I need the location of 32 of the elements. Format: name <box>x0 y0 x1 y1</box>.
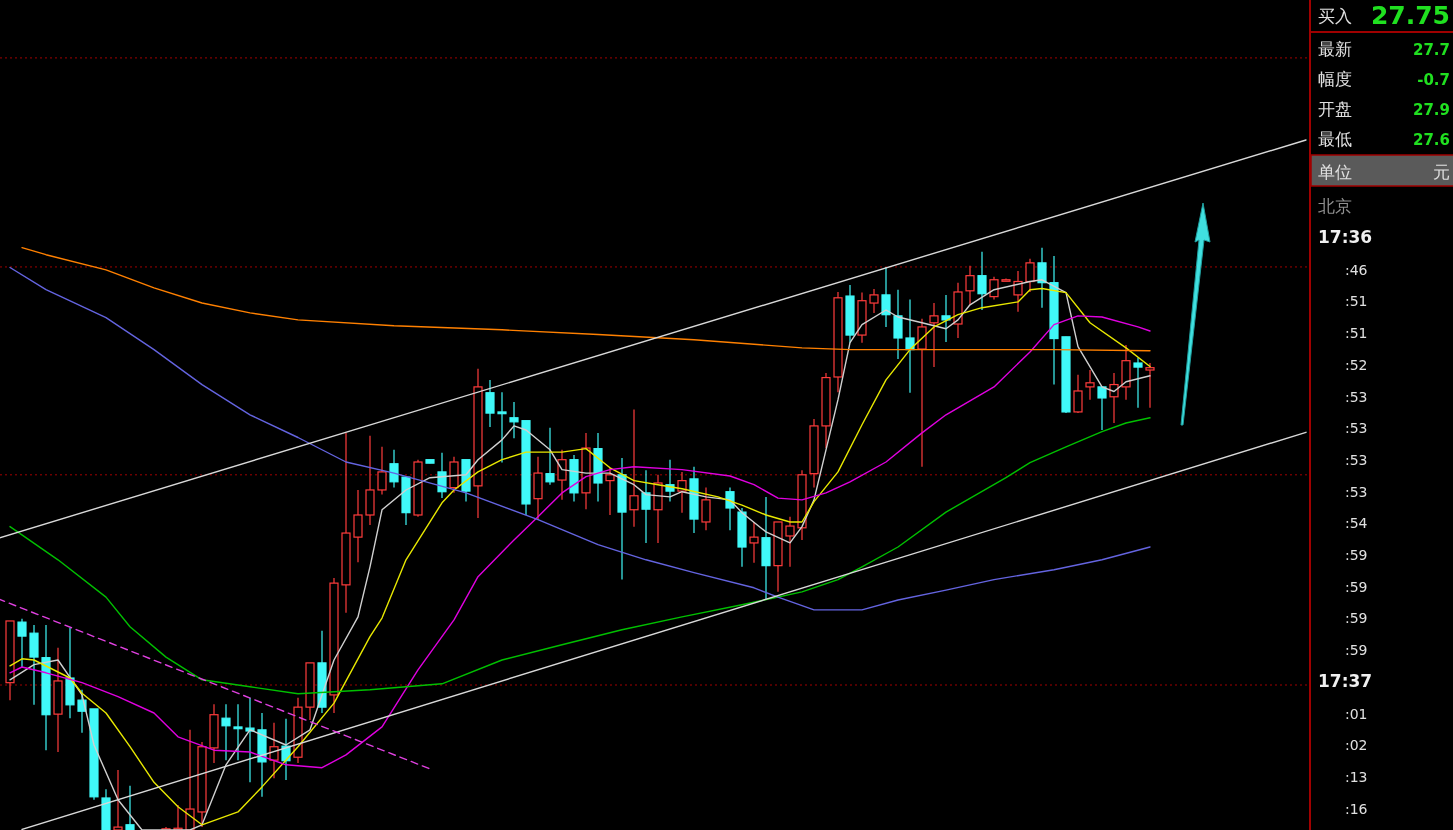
text: :53 <box>1345 483 1368 500</box>
text: 最低 <box>1318 129 1352 149</box>
text: :02 <box>1345 737 1368 754</box>
text: :01 <box>1345 705 1368 722</box>
text: :59 <box>1345 547 1368 563</box>
text: :54 <box>1345 515 1368 532</box>
text: :51 <box>1345 325 1368 342</box>
text: 元 <box>1433 162 1450 182</box>
text: 27.6 <box>1412 131 1450 149</box>
text: :16 <box>1345 800 1368 817</box>
text: -0.7 <box>1417 71 1450 89</box>
text: :53 <box>1345 388 1368 405</box>
text: :59 <box>1345 578 1368 595</box>
text: :53 <box>1345 420 1368 437</box>
text: :46 <box>1345 261 1368 278</box>
text: :59 <box>1345 642 1368 659</box>
text: :52 <box>1345 356 1368 373</box>
text: 单位 <box>1318 162 1352 182</box>
text: 27.7 <box>1412 41 1450 59</box>
text: 17:37 <box>1318 670 1373 691</box>
text: :59 <box>1345 610 1368 627</box>
text: 幅度 <box>1318 69 1352 89</box>
text: :53 <box>1345 451 1368 468</box>
text: :51 <box>1345 293 1368 310</box>
text: 开盘 <box>1318 99 1352 119</box>
text: :13 <box>1345 768 1368 785</box>
text: 买入 <box>1318 6 1352 26</box>
text: 北京 <box>1318 196 1352 216</box>
text: 27.9 <box>1412 101 1450 119</box>
text: 最新 <box>1318 39 1352 59</box>
text: 17:36 <box>1318 227 1373 247</box>
text: 27.75 <box>1370 1 1450 30</box>
